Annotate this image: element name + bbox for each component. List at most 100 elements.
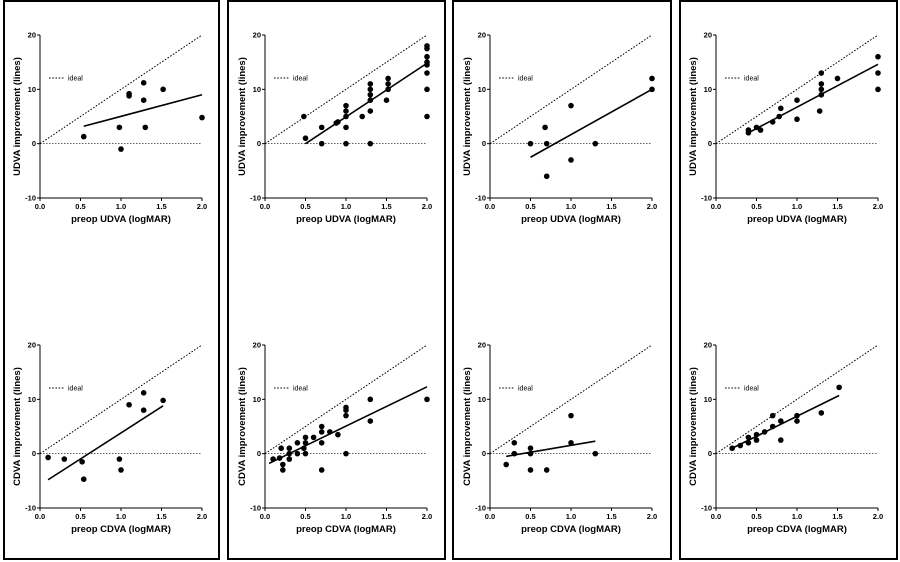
fit-line (748, 63, 879, 134)
x-tick-label: 0.5 (525, 512, 535, 521)
data-point (126, 90, 132, 97)
x-tick-label: 1.5 (381, 202, 391, 211)
data-point (568, 412, 574, 419)
legend-ideal-label: ideal (68, 76, 83, 83)
data-point (816, 108, 823, 114)
y-tick-label: 10 (704, 395, 712, 404)
x-tick-label: 1.5 (156, 202, 166, 211)
x-tick-label: 0.0 (260, 202, 270, 211)
data-point (875, 53, 881, 60)
data-point (383, 97, 390, 103)
chart-p1-1: -10 0 10 20 0.0 0.5 1.0 1.5 2.0 ideal preop UDVA (… (12, 31, 207, 226)
data-point (318, 423, 325, 430)
data-point (543, 173, 550, 180)
legend-ideal-label: ideal (744, 386, 759, 393)
data-point (424, 113, 430, 120)
x-axis-label: preop UDVA (logMAR) (296, 214, 396, 225)
y-tick-label: -10 (701, 194, 712, 203)
chart-p1-2: -10 0 10 20 0.0 0.5 1.0 1.5 2.0 ideal preop CDVA (… (12, 341, 207, 536)
y-tick-label: -10 (250, 504, 261, 513)
x-axis-label: preop UDVA (logMAR) (747, 214, 847, 225)
data-point (745, 440, 752, 446)
data-point (199, 114, 205, 121)
data-point (142, 124, 149, 131)
x-tick-label: 1.0 (792, 202, 802, 211)
x-axis-label: preop CDVA (logMAR) (521, 524, 621, 535)
ideal-line (264, 34, 428, 145)
x-tick-label: 2.0 (197, 202, 207, 211)
ideal-line (264, 344, 428, 455)
data-point (818, 81, 825, 87)
fit-line (305, 62, 428, 145)
data-point (424, 86, 430, 93)
x-tick-label: 0.5 (525, 202, 535, 211)
x-tick-label: 1.0 (341, 202, 351, 211)
data-point (769, 412, 776, 419)
x-tick-label: 0.0 (485, 202, 495, 211)
x-tick-label: 0.0 (35, 512, 45, 521)
data-point (543, 140, 550, 147)
data-point (286, 456, 293, 462)
data-point (367, 91, 374, 98)
y-tick-label: 20 (478, 31, 486, 40)
data-point (359, 113, 366, 120)
data-point (745, 127, 752, 133)
data-point (424, 59, 430, 65)
chart-p2-1: -10 0 10 20 0.0 0.5 1.0 1.5 2.0 ideal preop UDVA (… (237, 31, 432, 226)
data-point (875, 70, 881, 76)
y-tick-label: -10 (701, 504, 712, 513)
x-tick-label: 0.5 (751, 512, 761, 521)
y-axis-label: UDVA improvement (lines) (12, 57, 23, 176)
x-tick-label: 0.0 (711, 202, 721, 211)
ideal-line (715, 344, 879, 455)
x-axis-label: preop CDVA (logMAR) (747, 524, 847, 535)
data-point (278, 445, 285, 452)
data-point (424, 53, 430, 60)
chart-p4-1: -10 0 10 20 0.0 0.5 1.0 1.5 2.0 ideal preop UDVA (… (688, 31, 883, 226)
data-point (424, 70, 430, 76)
data-point (875, 86, 881, 93)
data-point (757, 127, 764, 133)
x-tick-label: 2.0 (422, 202, 432, 211)
data-point (527, 140, 534, 147)
ideal-line (715, 34, 879, 145)
data-point (318, 429, 325, 435)
data-point (140, 97, 147, 103)
y-tick-label: 20 (253, 31, 261, 40)
data-point (160, 86, 166, 93)
x-tick-label: 1.0 (116, 512, 126, 521)
fit-line (530, 88, 653, 158)
data-point (80, 476, 87, 483)
data-point (45, 454, 51, 461)
y-tick-label: 0 (482, 449, 486, 458)
chart-p3-2: -10 0 10 20 0.0 0.5 1.0 1.5 2.0 ideal preop CDVA (… (462, 341, 657, 536)
y-tick-label: 0 (257, 139, 261, 148)
x-tick-label: 1.5 (381, 512, 391, 521)
data-point (343, 113, 349, 120)
data-point (280, 467, 286, 473)
data-point (79, 459, 85, 465)
data-point (778, 437, 784, 443)
data-point (126, 401, 132, 408)
y-axis-label: CDVA improvement (lines) (462, 367, 473, 486)
x-tick-label: 1.5 (606, 202, 616, 211)
x-tick-label: 0.0 (35, 202, 45, 211)
data-point (276, 455, 283, 461)
data-point (424, 396, 430, 403)
y-tick-label: -10 (25, 194, 36, 203)
y-axis-label: CDVA improvement (lines) (237, 367, 248, 486)
x-tick-label: 1.0 (566, 512, 576, 521)
x-tick-label: 2.0 (197, 512, 207, 521)
x-tick-label: 2.0 (422, 512, 432, 521)
x-tick-label: 0.5 (75, 202, 85, 211)
x-axis-label: preop CDVA (logMAR) (296, 524, 396, 535)
data-point (302, 434, 309, 441)
data-point (286, 445, 293, 452)
x-tick-label: 1.5 (156, 512, 166, 521)
fit-line (268, 386, 428, 465)
y-tick-label: 0 (708, 449, 712, 458)
legend-ideal-label: ideal (293, 76, 308, 83)
y-tick-label: -10 (25, 504, 36, 513)
y-tick-label: 20 (478, 341, 486, 350)
y-tick-label: 20 (704, 31, 712, 40)
